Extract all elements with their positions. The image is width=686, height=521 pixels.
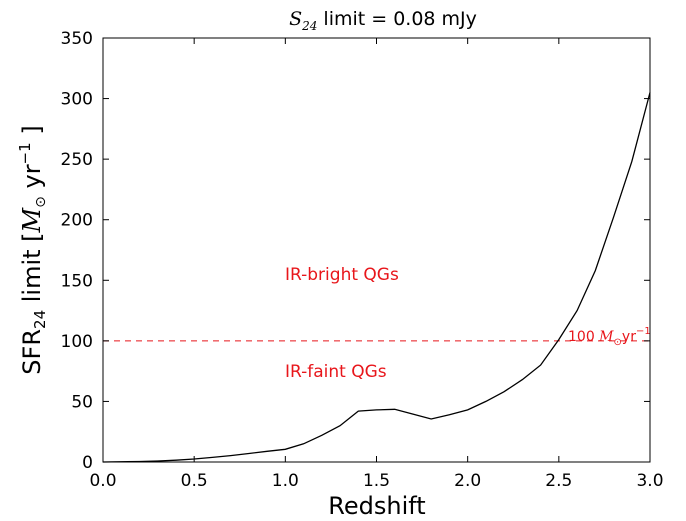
y-axis-label: SFR24 limit [M⊙ yr−1 ] (16, 125, 49, 374)
annotation-ir-faint: IR-faint QGs (285, 362, 387, 382)
y-tick-label: 200 (61, 211, 93, 231)
reference-line-label: 100 M⊙yr−1 (568, 326, 651, 348)
x-axis-label: Redshift (328, 492, 425, 520)
x-tick-label: 3.0 (636, 471, 663, 491)
y-tick-label: 0 (82, 453, 93, 473)
x-tick-label: 0.5 (181, 471, 208, 491)
y-tick-label: 150 (61, 271, 93, 291)
y-tick-label: 250 (61, 150, 93, 170)
ticks-group: 0.0 0.5 1.0 1.5 2.0 2.5 3.0 0 50 100 150 200 250 300 3… (61, 29, 664, 491)
y-tick-label: 350 (61, 29, 93, 49)
chart-title: S24 limit = 0.08 mJy (289, 8, 477, 33)
y-tick-label: 100 (61, 332, 93, 352)
series-line (102, 92, 651, 463)
plot-frame (102, 37, 651, 463)
y-tick-label: 300 (61, 90, 93, 110)
series-group (102, 92, 651, 463)
y-tick-label: 50 (71, 392, 93, 412)
x-tick-label: 0.0 (89, 471, 116, 491)
annotation-ir-bright: IR-bright QGs (285, 265, 399, 285)
x-tick-label: 2.5 (545, 471, 572, 491)
x-tick-label: 1.0 (272, 471, 299, 491)
x-tick-label: 2.0 (454, 471, 481, 491)
x-tick-label: 1.5 (363, 471, 390, 491)
